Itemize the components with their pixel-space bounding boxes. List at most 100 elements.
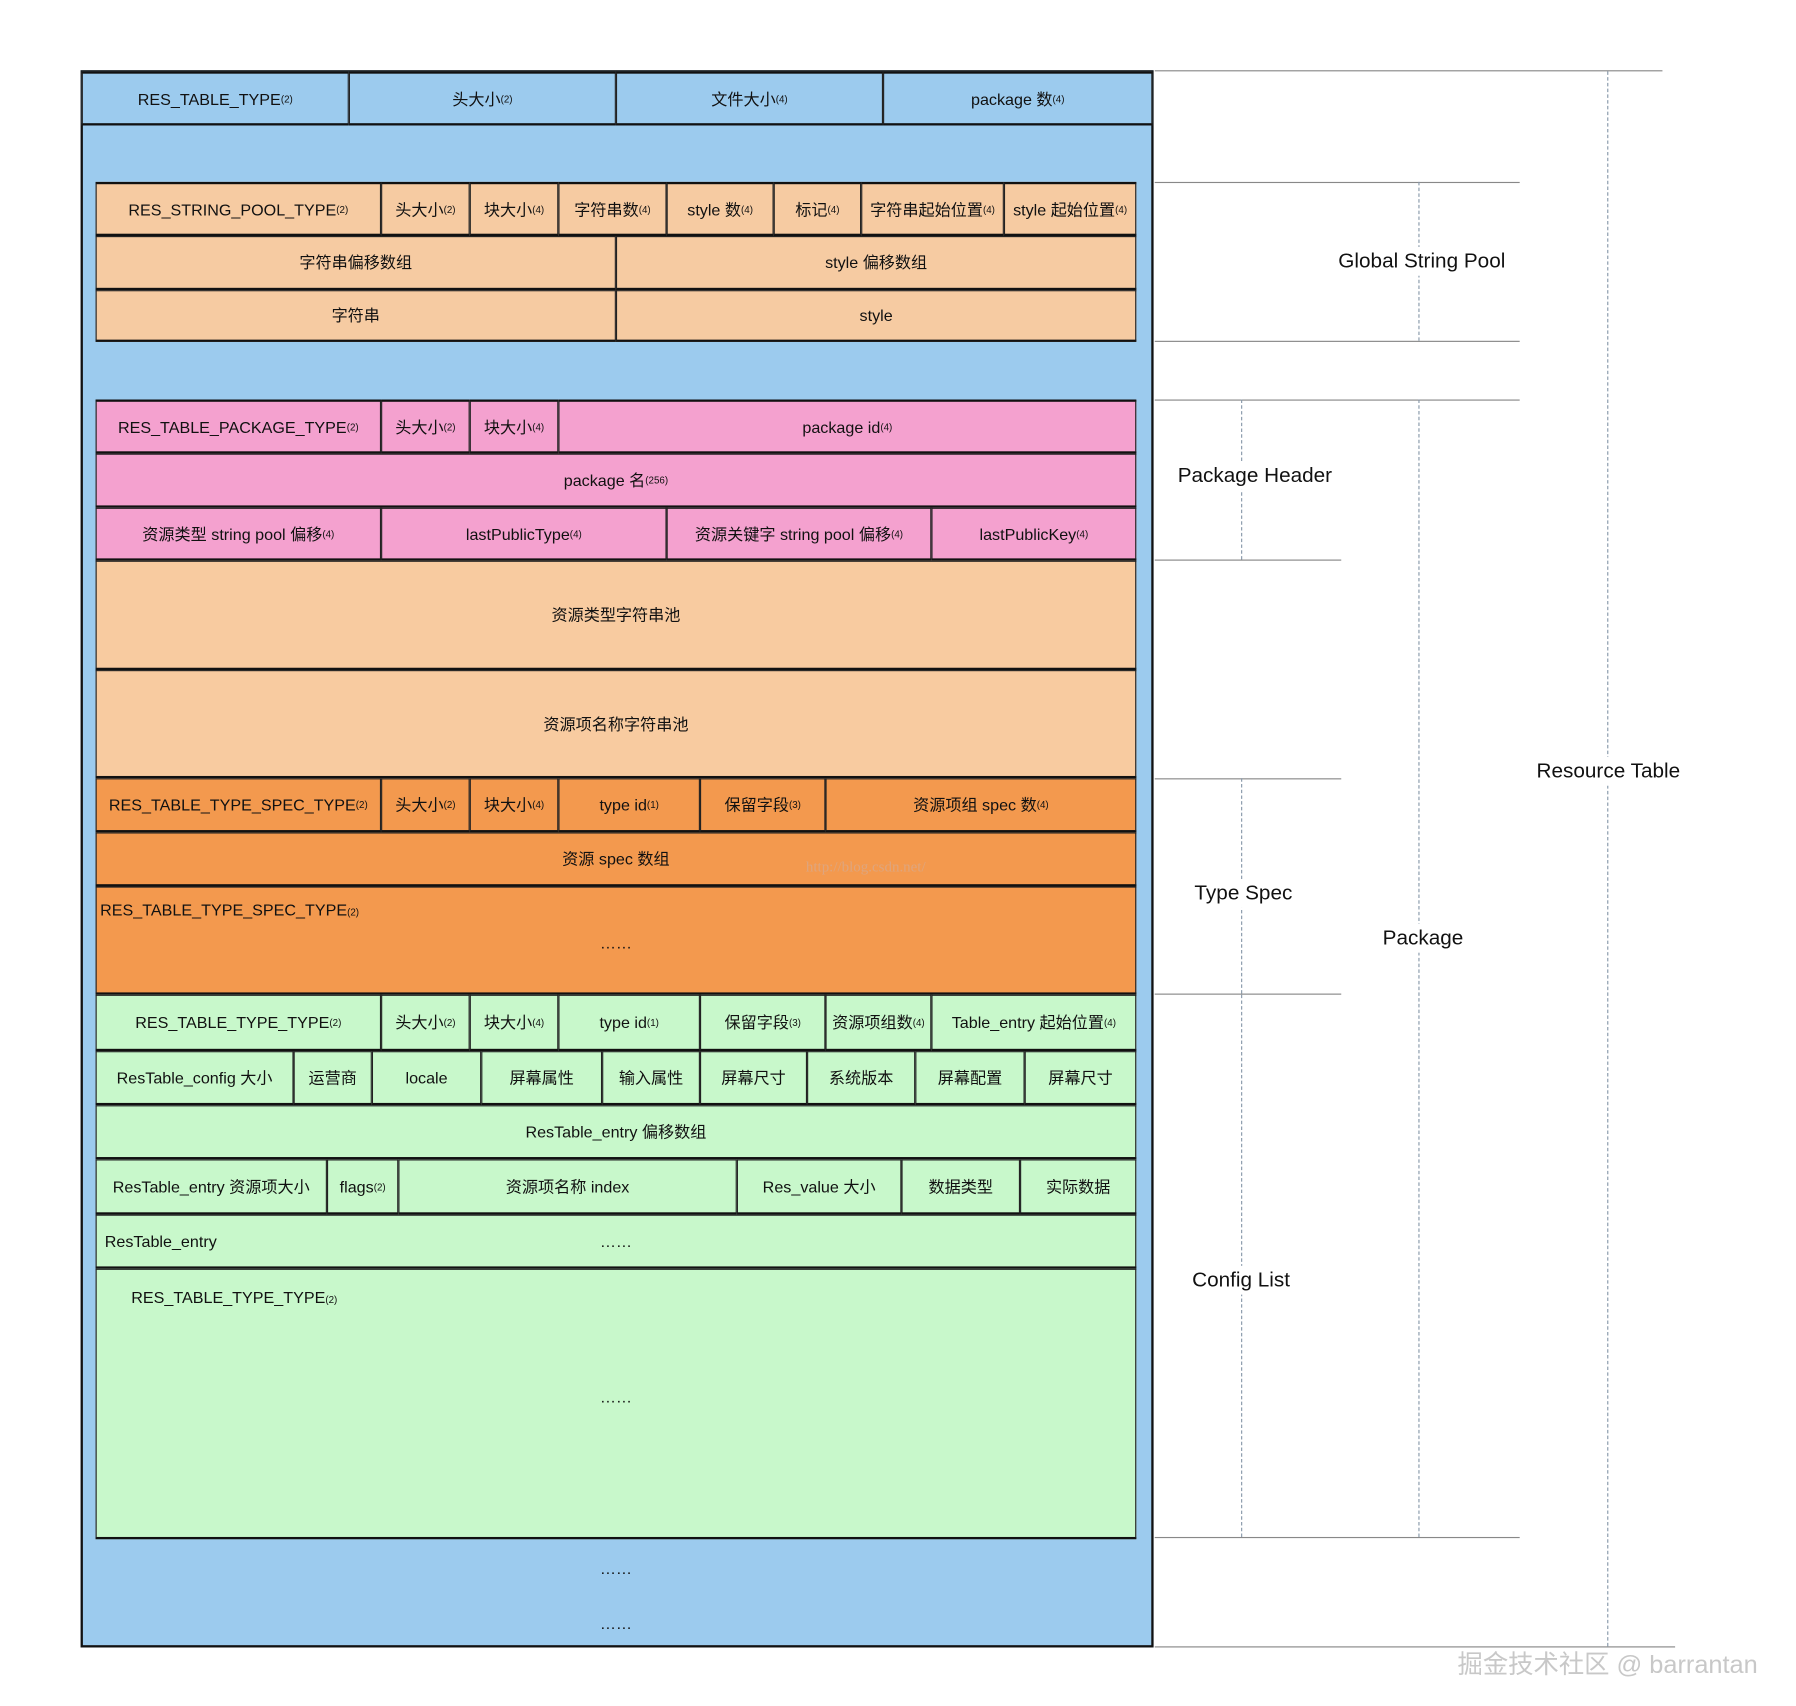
cell-label: package 名 bbox=[563, 470, 646, 490]
bracket-line bbox=[1154, 993, 1342, 995]
cell-label: 头大小 bbox=[395, 417, 444, 436]
cell-label: 文件大小 bbox=[711, 89, 776, 108]
cell-label: 块大小 bbox=[483, 417, 533, 436]
byte-size-label: (4) bbox=[912, 1016, 925, 1029]
cell-label: ResTable_entry 资源项大小 bbox=[112, 1177, 310, 1196]
byte-size-label: (4) bbox=[891, 527, 904, 540]
config-row-cell: locale bbox=[371, 1051, 482, 1106]
config-row-cell: 系统版本 bbox=[807, 1051, 916, 1106]
byte-size-label: (2) bbox=[329, 1016, 342, 1029]
entry-more-row-cell: ResTable_entry …… bbox=[95, 1214, 1137, 1269]
byte-size-label: (3) bbox=[788, 798, 801, 811]
byte-size-label: (2) bbox=[443, 420, 456, 433]
cell-label: 系统版本 bbox=[828, 1068, 894, 1087]
byte-size-label: (4) bbox=[532, 1016, 545, 1029]
package-header-row-cell: 块大小 (4) bbox=[469, 399, 559, 454]
package-label: Package bbox=[1382, 923, 1464, 953]
cell-label: 字符串起始位置 bbox=[870, 199, 983, 219]
entry-row-cell: ResTable_entry 资源项大小 bbox=[95, 1159, 327, 1215]
config-row-cell: ResTable_config 大小 bbox=[95, 1051, 294, 1106]
type-spec-header-cell: 头大小 (2) bbox=[381, 778, 470, 833]
key-string-pool-cell: 资源项名称字符串池 bbox=[95, 670, 1137, 779]
cell-label: 资源项组 spec 数 bbox=[913, 795, 1037, 814]
cell-label: 资源项名称 index bbox=[505, 1177, 630, 1196]
string-pool-header-cell: 字符串起始位置 (4) bbox=[861, 181, 1004, 237]
bracket-line bbox=[1154, 70, 1663, 72]
cell-label: style 起始位置 bbox=[1013, 199, 1116, 219]
block-label: RES_TABLE_TYPE_TYPE(2) bbox=[131, 1288, 338, 1307]
cell-label: 资源项名称字符串池 bbox=[543, 714, 689, 733]
byte-size-label: (256) bbox=[645, 474, 669, 486]
string-pool-header-cell: 字符串数 (4) bbox=[558, 181, 667, 237]
cell-label: 数据类型 bbox=[928, 1177, 993, 1196]
byte-size-label: (4) bbox=[827, 203, 840, 215]
cell-label: style bbox=[859, 306, 893, 325]
block-label: RES_TABLE_TYPE_SPEC_TYPE(2) bbox=[100, 900, 360, 919]
type-more-block-cell: RES_TABLE_TYPE_TYPE(2) …… bbox=[95, 1268, 1137, 1540]
byte-size-label: (4) bbox=[1052, 92, 1065, 105]
string-pool-header-cell: style 数 (4) bbox=[666, 181, 774, 237]
cell-label: 输入属性 bbox=[618, 1068, 684, 1087]
cell-label: 标记 bbox=[795, 199, 828, 219]
package-offsets-row-cell: lastPublicKey (4) bbox=[931, 507, 1137, 561]
type-spec-header-cell: RES_TABLE_TYPE_SPEC_TYPE (2) bbox=[95, 778, 382, 833]
byte-size-label: (4) bbox=[775, 92, 788, 105]
ellipsis: …… bbox=[599, 1231, 633, 1251]
cell-label: 头大小 bbox=[395, 1013, 444, 1032]
byte-size-label: (4) bbox=[569, 527, 582, 540]
string-pool-header-cell: style 起始位置 (4) bbox=[1003, 181, 1137, 237]
url-watermark: http://blog.csdn.net/ bbox=[805, 857, 926, 875]
global-string-pool-label: Global String Pool bbox=[1338, 246, 1506, 276]
res-table-header-cell: RES_TABLE_TYPE (2) bbox=[81, 71, 349, 126]
bracket-line bbox=[1154, 778, 1342, 780]
bracket-line bbox=[1154, 559, 1342, 561]
type-spec-header-cell: 保留字段 (3) bbox=[699, 778, 826, 833]
res-table-header-cell: 文件大小 (4) bbox=[615, 71, 884, 126]
string-pool-header-cell: 头大小 (2) bbox=[381, 181, 470, 237]
cell-label: 头大小 bbox=[395, 795, 444, 814]
byte-size-label: (4) bbox=[982, 203, 995, 215]
entry-row-cell: flags (2) bbox=[326, 1159, 399, 1215]
cell-label: 资源类型字符串池 bbox=[551, 605, 681, 624]
res-table-header-cell: 头大小 (2) bbox=[348, 71, 616, 126]
string-offset-row-cell: 字符串偏移数组 bbox=[95, 236, 616, 291]
byte-size-label: (2) bbox=[355, 798, 368, 811]
cell-label: lastPublicKey bbox=[979, 524, 1077, 543]
type-header-row-cell: 资源项组数 (4) bbox=[825, 994, 932, 1052]
type-header-row-cell: type id (1) bbox=[558, 994, 700, 1052]
type-header-row-cell: Table_entry 起始位置 (4) bbox=[931, 994, 1137, 1052]
byte-size-label: (4) bbox=[322, 527, 335, 540]
byte-size-label: (2) bbox=[280, 92, 293, 105]
config-row-cell: 屏幕尺寸 bbox=[699, 1051, 808, 1106]
package-header-label: Package Header bbox=[1177, 461, 1333, 490]
byte-size-label: (4) bbox=[1036, 798, 1049, 811]
byte-size-label: (4) bbox=[1104, 1016, 1116, 1029]
byte-size-label: (4) bbox=[532, 420, 545, 433]
cell-label: 屏幕属性 bbox=[509, 1068, 574, 1087]
string-offset-row-cell: style 偏移数组 bbox=[615, 236, 1137, 291]
cell-label: 运营商 bbox=[308, 1068, 357, 1087]
bracket-line bbox=[1154, 1646, 1676, 1648]
cell-label: 资源 spec 数组 bbox=[562, 849, 670, 869]
cell-label: 块大小 bbox=[483, 795, 533, 814]
bracket-line bbox=[1154, 1536, 1520, 1539]
cell-label: 屏幕尺寸 bbox=[1048, 1068, 1113, 1087]
cell-label: type id bbox=[599, 795, 647, 814]
byte-size-label: (2) bbox=[346, 420, 359, 433]
cell-label: 保留字段 bbox=[724, 1013, 789, 1032]
cell-label: ResTable_entry 偏移数组 bbox=[525, 1122, 707, 1141]
byte-size-label: (2) bbox=[336, 203, 349, 215]
type-spec-more-cell: RES_TABLE_TYPE_SPEC_TYPE(2) …… bbox=[95, 886, 1137, 995]
cell-label: RES_STRING_POOL_TYPE bbox=[128, 199, 337, 219]
cell-label: 实际数据 bbox=[1045, 1177, 1111, 1196]
config-row-cell: 屏幕配置 bbox=[915, 1051, 1025, 1106]
byte-size-label: (3) bbox=[788, 1016, 801, 1029]
byte-size-label: (4) bbox=[532, 203, 545, 215]
cell-label: 资源关键字 string pool 偏移 bbox=[694, 524, 892, 543]
byte-size-label: (2) bbox=[443, 203, 456, 215]
string-pool-header-cell: 块大小 (4) bbox=[469, 181, 559, 237]
cell-label: 头大小 bbox=[452, 89, 501, 108]
config-row-cell: 屏幕属性 bbox=[481, 1051, 603, 1106]
byte-size-label: (1) bbox=[646, 798, 659, 811]
trailing-ellipsis-2: …… bbox=[599, 1614, 633, 1633]
